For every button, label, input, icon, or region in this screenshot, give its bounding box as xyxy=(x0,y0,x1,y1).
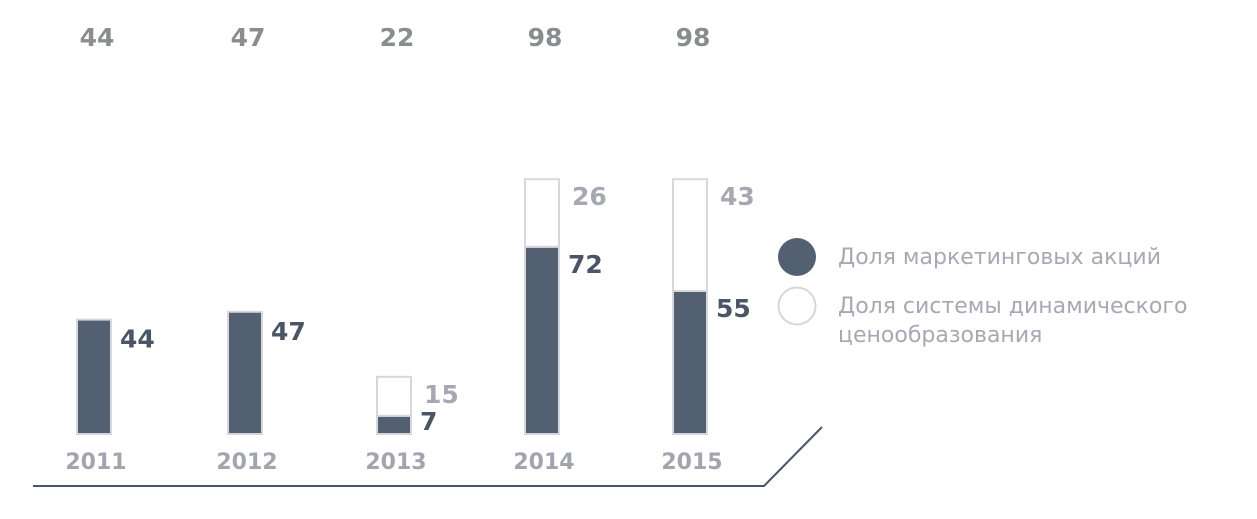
bar-marketing-2015 xyxy=(672,290,708,435)
year-label-2013: 2013 xyxy=(365,450,426,475)
label-marketing-2015: 55 xyxy=(716,294,751,323)
label-marketing-2012: 47 xyxy=(271,317,306,346)
x-axis-line xyxy=(33,426,823,487)
bar-marketing-2014 xyxy=(524,245,560,435)
year-label-2014: 2014 xyxy=(513,450,574,475)
legend-marker-marketing xyxy=(778,238,816,276)
labels-group: 44 44 2011 47 47 2012 157 22 2013 26 72 98 2014 43 55 9… xyxy=(65,23,754,475)
label-marketing-2014: 72 xyxy=(568,250,603,279)
total-label-2015: 98 xyxy=(676,23,711,52)
bar-marketing-2013 xyxy=(376,414,412,435)
year-label-2015: 2015 xyxy=(661,450,722,475)
legend: Доля маркетинговых акций Доля системы ди… xyxy=(777,238,1187,348)
bar-marketing-2011 xyxy=(76,318,112,436)
bar-marketing-2012 xyxy=(227,310,263,435)
total-label-2013: 22 xyxy=(380,23,415,52)
legend-marker-dynamic-pricing xyxy=(777,286,817,326)
label-dynamic-pricing-2014: 26 xyxy=(572,182,607,211)
label-marketing-2011: 44 xyxy=(120,325,155,354)
year-label-2011: 2011 xyxy=(65,450,126,475)
label-dynamic-pricing-2015: 43 xyxy=(720,182,755,211)
legend-label-dynamic-pricing: Доля системы динамического ценообразовани… xyxy=(838,294,1187,348)
total-label-2011: 44 xyxy=(80,23,115,52)
bar-dynamic-pricing-2013 xyxy=(376,375,412,417)
label-marketing-2013: 7 xyxy=(420,407,437,436)
bar-dynamic-pricing-2014 xyxy=(524,178,560,248)
label-dynamic-pricing-2013: 15 xyxy=(424,380,459,409)
bar-dynamic-pricing-2015 xyxy=(672,178,708,292)
total-label-2014: 98 xyxy=(528,23,563,52)
legend-label-marketing: Доля маркетинговых акций xyxy=(838,245,1161,270)
year-label-2012: 2012 xyxy=(216,450,277,475)
bars-group xyxy=(76,178,708,436)
total-label-2012: 47 xyxy=(231,23,266,52)
